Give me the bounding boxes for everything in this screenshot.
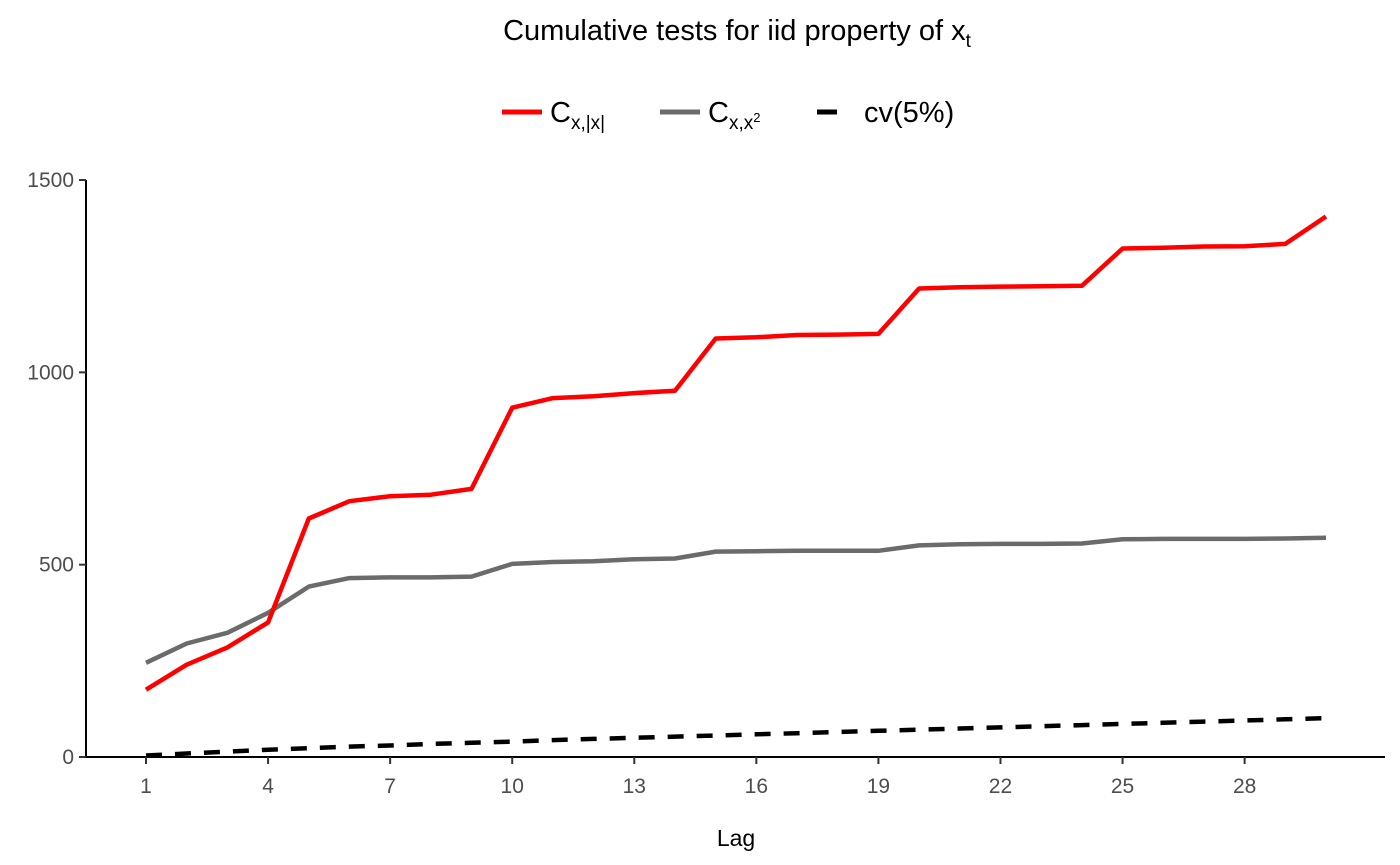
legend-label: Cx,|x| <box>550 97 605 134</box>
series-line-cv-5 <box>145 715 1327 758</box>
y-axis: 0 500 1000 1500 <box>27 169 86 769</box>
y-tick-label: 1500 <box>27 169 74 192</box>
x-tick-label: 25 <box>1111 775 1134 798</box>
x-tick-label: 10 <box>501 775 524 798</box>
series-line-c-x-x2 <box>145 535 1327 665</box>
series-line-c-x-x <box>144 214 1328 692</box>
legend-item-2: Cx,x2 <box>660 97 760 134</box>
x-tick-label: 4 <box>262 775 274 798</box>
legend: Cx,|x| Cx,x2 cv(5%) <box>502 97 954 134</box>
x-tick-label: 13 <box>623 775 646 798</box>
y-tick-label: 500 <box>39 554 74 577</box>
x-tick-label: 28 <box>1233 775 1256 798</box>
x-axis-label: Lag <box>717 825 755 851</box>
x-tick-label: 1 <box>140 775 152 798</box>
legend-label: cv(5%) <box>864 97 954 129</box>
x-tick-label: 7 <box>384 775 396 798</box>
plot-area <box>144 214 1328 758</box>
y-tick-label: 1000 <box>27 361 74 384</box>
legend-label: Cx,x2 <box>708 97 760 134</box>
x-tick-label: 19 <box>867 775 890 798</box>
y-tick-label: 0 <box>62 746 74 769</box>
x-tick-label: 16 <box>745 775 768 798</box>
chart-title: Cumulative tests for iid property of xt <box>503 15 972 52</box>
x-tick-label: 22 <box>989 775 1012 798</box>
x-axis: 1 4 7 10 13 16 19 22 25 28 <box>140 757 1256 798</box>
legend-item-3: cv(5%) <box>817 97 954 129</box>
legend-item-1: Cx,|x| <box>502 97 605 134</box>
